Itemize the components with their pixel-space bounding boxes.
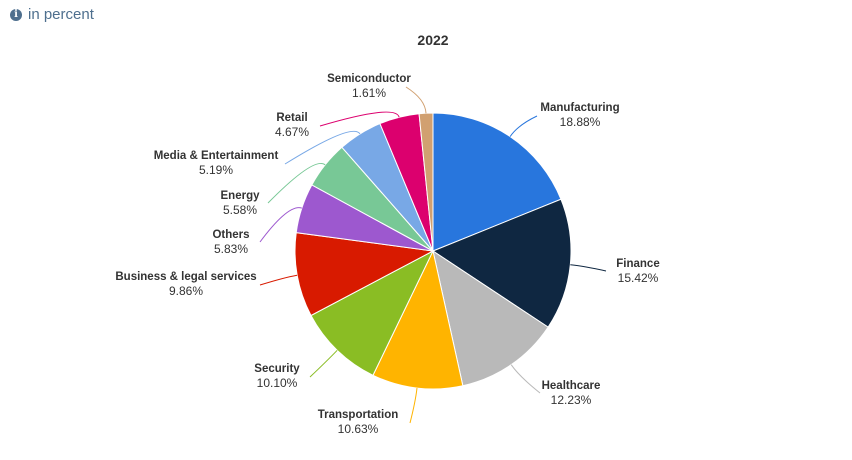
slice-label-value: 12.23%	[551, 393, 592, 407]
connector-line	[267, 163, 326, 204]
pie-slice-transportation[interactable]	[372, 249, 464, 390]
pie-slice-security[interactable]	[310, 249, 435, 376]
connector-line	[284, 130, 361, 165]
slice-label-value: 1.61%	[352, 86, 386, 100]
slice-label-value: 18.88%	[560, 115, 601, 129]
slice-label-name: Business & legal services	[115, 271, 256, 283]
info-icon[interactable]: i	[10, 8, 22, 21]
slice-label-name: Manufacturing	[540, 102, 619, 114]
slice-label-name: Media & Entertainment	[154, 150, 279, 162]
connector-line	[570, 264, 607, 272]
slice-label-value: 5.58%	[223, 203, 257, 217]
slice-label-name: Security	[254, 363, 300, 375]
slice-label-value: 10.63%	[338, 422, 379, 436]
slice-label-value: 5.83%	[214, 242, 248, 256]
slice-label-name: Transportation	[318, 409, 399, 421]
pie-slices	[294, 112, 572, 390]
connector-line	[259, 274, 298, 286]
slice-label-value: 15.42%	[618, 271, 659, 285]
connector-line	[405, 86, 427, 114]
slice-label-name: Semiconductor	[327, 73, 411, 85]
pie-slice-business-legal-services[interactable]	[294, 232, 435, 317]
slice-label-value: 4.67%	[275, 125, 309, 139]
connector-line	[309, 349, 338, 378]
connector-line	[319, 111, 400, 127]
pie-slice-manufacturing[interactable]	[432, 112, 562, 252]
slice-label-name: Energy	[221, 190, 261, 202]
unit-note: i in percent	[10, 6, 94, 23]
connector-line	[259, 207, 302, 243]
slice-label-value: 9.86%	[169, 284, 203, 298]
unit-note-text: in percent	[28, 6, 94, 23]
chart-title: 2022	[417, 32, 448, 48]
slice-label-value: 10.10%	[257, 376, 298, 390]
slice-label-name: Others	[212, 229, 249, 241]
slice-label-value: 5.19%	[199, 163, 233, 177]
connector-line	[510, 364, 541, 394]
pie-slice-healthcare[interactable]	[432, 249, 549, 387]
slice-label-name: Retail	[276, 112, 307, 124]
slice-label-name: Finance	[616, 258, 659, 270]
connector-line	[409, 388, 418, 424]
connector-line	[509, 115, 538, 137]
slice-label-name: Healthcare	[542, 380, 601, 392]
